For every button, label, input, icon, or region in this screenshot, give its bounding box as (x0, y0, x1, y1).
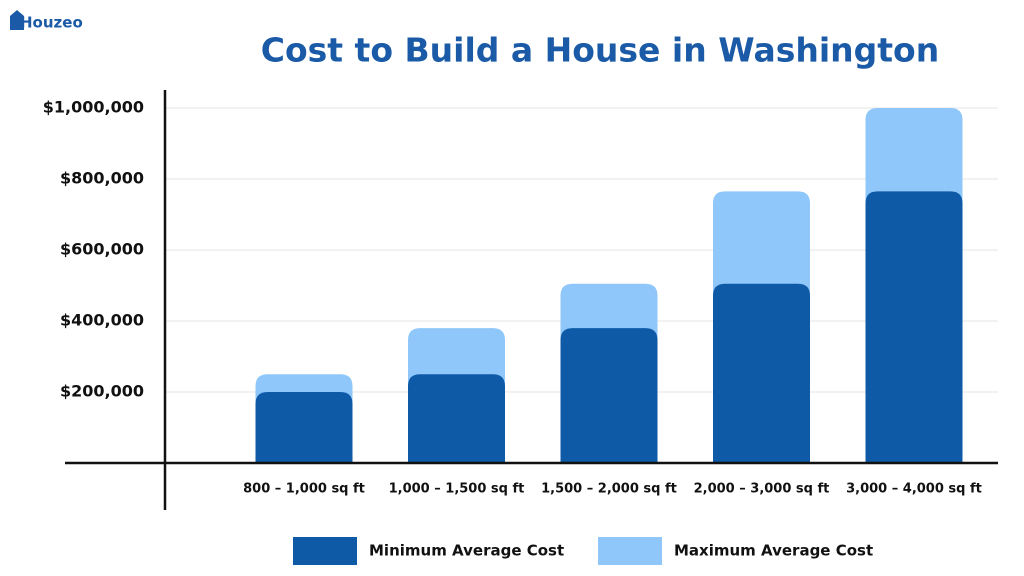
legend-swatch (293, 537, 357, 565)
bar (255, 392, 353, 463)
x-tick-label: 1,500 – 2,000 sq ft (541, 482, 677, 497)
y-tick-label: $400,000 (60, 311, 144, 330)
bar (865, 191, 963, 464)
legend-label: Minimum Average Cost (369, 542, 564, 560)
bar (560, 328, 658, 463)
bar (713, 283, 810, 463)
x-tick-label: 800 – 1,000 sq ft (243, 482, 365, 497)
chart-title: Cost to Build a House in Washington (261, 31, 939, 70)
y-tick-label: $1,000,000 (43, 98, 144, 117)
logo-icon (10, 10, 24, 30)
x-tick-label: 1,000 – 1,500 sq ft (389, 482, 525, 497)
bar (408, 374, 505, 463)
x-tick-label: 3,000 – 4,000 sq ft (846, 482, 982, 497)
legend-swatch (598, 537, 662, 565)
y-tick-label: $600,000 (60, 240, 144, 259)
legend-label: Maximum Average Cost (674, 542, 873, 560)
y-tick-label: $200,000 (60, 382, 144, 401)
logo: Houzeo (20, 14, 83, 32)
y-tick-label: $800,000 (60, 169, 144, 188)
x-tick-label: 2,000 – 3,000 sq ft (694, 482, 830, 497)
